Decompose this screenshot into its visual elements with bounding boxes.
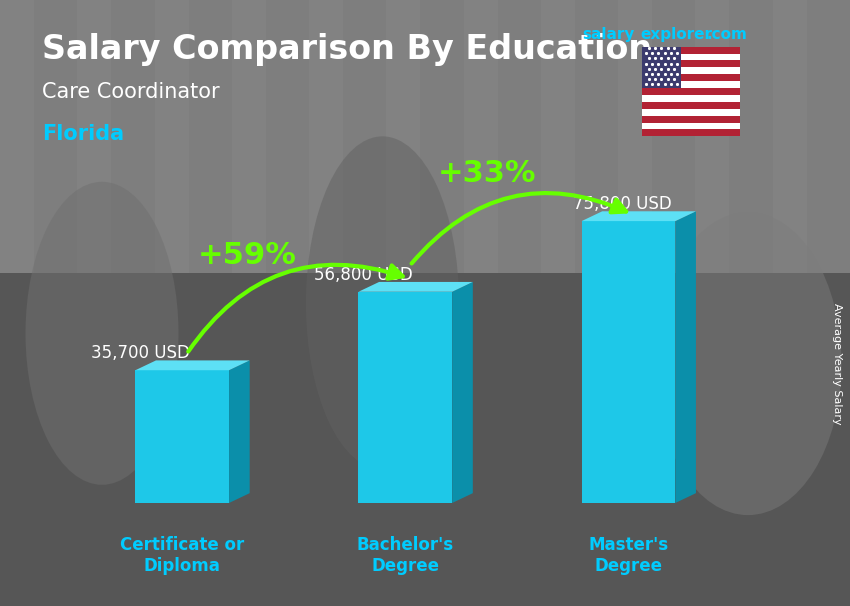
Polygon shape — [229, 361, 250, 503]
Text: Care Coordinator: Care Coordinator — [42, 82, 220, 102]
Text: explorer: explorer — [640, 27, 712, 42]
Text: Master's
Degree: Master's Degree — [588, 536, 669, 574]
Text: +59%: +59% — [198, 241, 297, 270]
Polygon shape — [452, 282, 473, 503]
Bar — [642, 75, 740, 81]
Ellipse shape — [654, 212, 842, 515]
Ellipse shape — [26, 182, 178, 485]
Bar — [642, 122, 740, 130]
Ellipse shape — [306, 136, 459, 470]
Text: Salary Comparison By Education: Salary Comparison By Education — [42, 33, 653, 66]
Bar — [642, 102, 740, 108]
Bar — [0, 273, 850, 606]
Polygon shape — [359, 282, 473, 291]
Bar — [155, 0, 189, 273]
Polygon shape — [135, 361, 250, 370]
Bar — [0, 0, 34, 273]
Bar — [642, 61, 740, 67]
Bar — [642, 47, 681, 88]
Polygon shape — [581, 221, 675, 503]
Bar — [642, 53, 740, 61]
Bar — [309, 0, 343, 273]
Bar — [0, 0, 850, 273]
Text: Certificate or
Diploma: Certificate or Diploma — [120, 536, 244, 574]
Polygon shape — [581, 211, 696, 221]
Bar — [387, 0, 421, 273]
Text: 56,800 USD: 56,800 USD — [314, 265, 412, 284]
Bar — [695, 0, 729, 273]
Bar — [642, 130, 740, 136]
Bar — [77, 0, 111, 273]
Polygon shape — [359, 291, 452, 503]
Bar — [232, 0, 266, 273]
Bar — [773, 0, 807, 273]
Bar — [642, 108, 740, 116]
Text: Bachelor's
Degree: Bachelor's Degree — [357, 536, 454, 574]
Text: Florida: Florida — [42, 124, 125, 144]
Bar — [642, 81, 740, 88]
Polygon shape — [135, 370, 229, 503]
Bar — [642, 67, 740, 75]
Text: 35,700 USD: 35,700 USD — [91, 344, 190, 362]
Text: +33%: +33% — [438, 159, 536, 188]
Bar — [642, 47, 740, 53]
Bar — [463, 0, 497, 273]
Polygon shape — [675, 211, 696, 503]
Text: .com: .com — [706, 27, 747, 42]
Text: salary: salary — [582, 27, 635, 42]
Text: Average Yearly Salary: Average Yearly Salary — [832, 303, 842, 424]
Bar — [642, 116, 740, 122]
Bar — [642, 95, 740, 102]
Text: 75,800 USD: 75,800 USD — [573, 195, 672, 213]
Bar — [618, 0, 652, 273]
Bar — [642, 88, 740, 95]
Bar — [541, 0, 575, 273]
